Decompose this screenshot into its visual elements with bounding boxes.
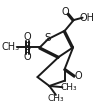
Text: O: O xyxy=(23,52,31,62)
Text: CH₃: CH₃ xyxy=(2,42,20,52)
Text: S: S xyxy=(24,42,30,52)
Text: O: O xyxy=(23,32,31,42)
Text: S: S xyxy=(44,33,51,43)
Text: OH: OH xyxy=(79,13,93,23)
Text: CH₃: CH₃ xyxy=(47,94,64,103)
Text: O: O xyxy=(61,7,69,17)
Text: O: O xyxy=(74,71,82,81)
Text: CH₃: CH₃ xyxy=(60,83,76,92)
